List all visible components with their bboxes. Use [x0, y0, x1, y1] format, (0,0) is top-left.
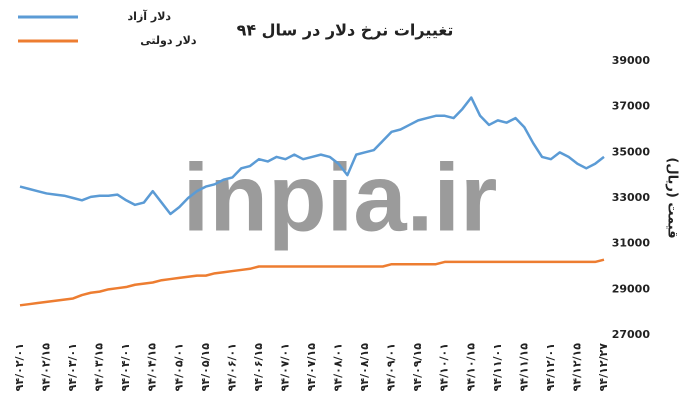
y-axis-label: قیمت (ریال) [665, 157, 680, 238]
legend-label: دلار آزاد [128, 9, 172, 23]
y-tick-label: 27000 [612, 328, 651, 341]
x-tick-label: ۹۴/۰۴/۰۱ [119, 343, 132, 391]
x-tick-label: ۹۴/۱۲/۱۵ [570, 343, 583, 392]
series-line [19, 96, 605, 216]
x-tick-label: ۹۴/۱۲/۰۱ [544, 343, 557, 391]
x-tick-label: ۹۴/۰۲/۰۱ [13, 343, 26, 391]
chart-title: تغییرات نرخ دلار در سال ۹۴ [237, 21, 454, 40]
y-tick-label: 29000 [612, 282, 651, 295]
x-tick-label: ۹۴/۱۱/۰۱ [491, 343, 504, 391]
x-tick-label: ۹۴/۱۰/۱۵ [464, 343, 477, 392]
x-tick-label: ۹۴/۰۶/۱۵ [252, 343, 265, 392]
legend-label: دلار دولتی [140, 34, 197, 47]
y-tick-label: 37000 [612, 100, 651, 113]
x-tick-label: ۹۴/۰۲/۱۵ [40, 343, 53, 392]
x-tick-label: ۹۴/۱۰/۰۱ [438, 343, 451, 391]
x-tick-label: ۹۴/۰۴/۱۵ [146, 343, 159, 392]
x-tick-label: ۹۴/۰۸/۱۵ [358, 343, 371, 392]
x-tick-label: ۹۴/۰۳/۱۵ [93, 343, 106, 392]
x-tick-label: ۹۴/۰۹/۱۵ [411, 343, 424, 392]
y-tick-label: 35000 [612, 145, 651, 158]
y-tick-label: 39000 [612, 54, 651, 67]
y-tick-label: 33000 [612, 191, 651, 204]
watermark: inpia.ir [183, 144, 498, 251]
x-tick-label: ۹۴/۱۱/۱۵ [517, 343, 530, 392]
x-tick-label: ۹۴/۰۷/۱۵ [305, 343, 318, 392]
y-tick-label: 31000 [612, 237, 651, 250]
x-tick-label: ۹۴/۰۵/۱۵ [199, 343, 212, 392]
x-tick-label: ۹۴/۰۹/۰۱ [385, 343, 398, 391]
x-tick-label: ۹۴/۰۶/۰۱ [225, 343, 238, 391]
x-tick-label: ۹۴/۰۵/۰۱ [172, 343, 185, 391]
x-tick-label: ۹۴/۰۳/۰۱ [66, 343, 79, 391]
x-tick-label: ۹۴/۰۸/۰۱ [332, 343, 345, 391]
x-tick-label: ۹۴/۰۷/۰۱ [278, 343, 291, 391]
x-tick-label: ۹۴/۱۲/۲۷ [597, 343, 610, 392]
series-line [19, 258, 605, 307]
